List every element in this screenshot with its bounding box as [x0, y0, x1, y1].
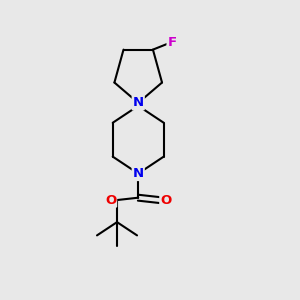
Text: N: N [133, 96, 144, 110]
Text: F: F [167, 36, 177, 49]
Text: O: O [105, 194, 116, 207]
Text: N: N [133, 167, 144, 180]
Text: O: O [160, 194, 172, 207]
